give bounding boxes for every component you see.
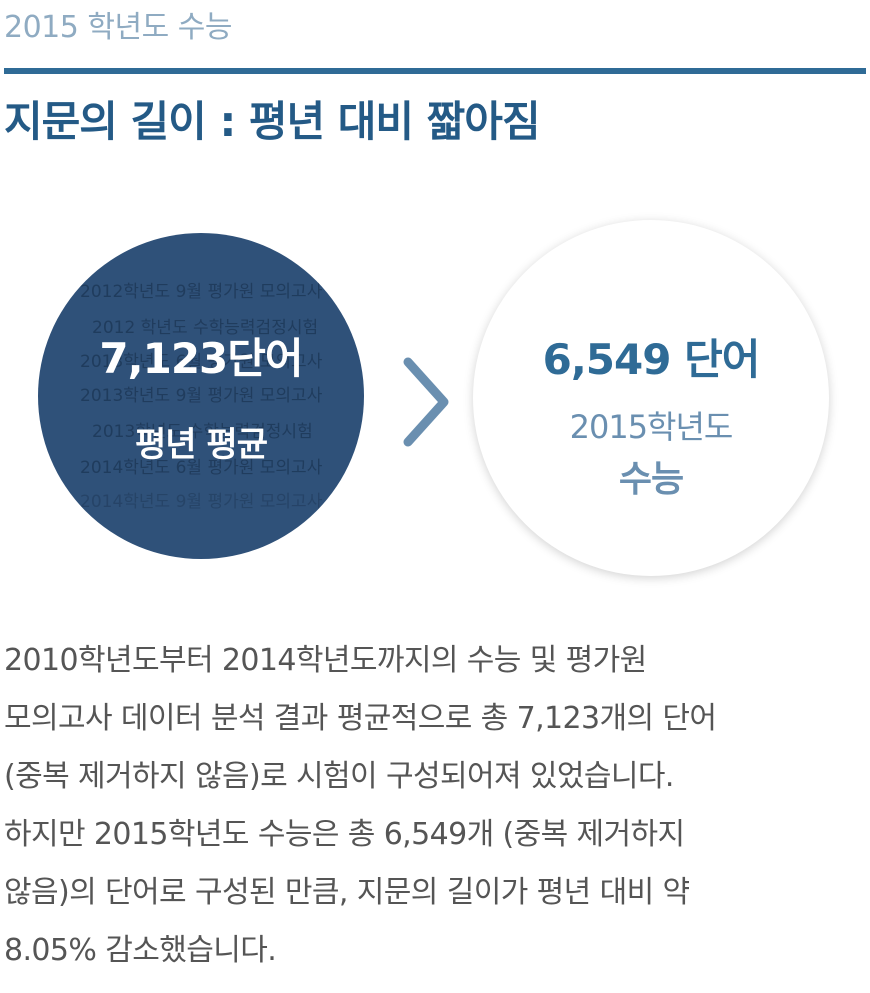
description-paragraph: 2010학년도부터 2014학년도까지의 수능 및 평가원 모의고사 데이터 분… <box>4 632 864 980</box>
background-line: 2014학년도 9월 평가원 모의고사 <box>80 492 323 512</box>
page-title: 지문의 길이 : 평년 대비 짧아짐 <box>4 97 541 146</box>
background-line: 2012학년도 9월 평가원 모의고사 <box>80 282 323 302</box>
suneung-word-count: 6,549 단어 <box>542 335 761 384</box>
background-line: 2013학년도 9월 평가원 모의고사 <box>80 386 323 406</box>
chevron-right-icon <box>403 357 449 447</box>
suneung-year: 2015학년도 <box>569 408 734 446</box>
average-circle: 2012학년도 9월 평가원 모의고사 2012 학년도 수학능력검정시험 20… <box>38 233 364 559</box>
description-line: (중복 제거하지 않음)로 시험이 구성되어져 있었습니다. <box>4 759 674 794</box>
background-line: 2012 학년도 수학능력검정시험 <box>92 318 319 338</box>
suneung-2015-circle: 6,549 단어 2015학년도 수능 <box>473 220 829 576</box>
page-kicker: 2015 학년도 수능 <box>4 10 232 45</box>
description-line: 8.05% 감소했습니다. <box>4 933 277 968</box>
suneung-label: 수능 <box>618 459 684 500</box>
description-line: 모의고사 데이터 분석 결과 평균적으로 총 7,123개의 단어 <box>4 701 717 736</box>
background-line: 2013학년도 수학능력검정시험 <box>92 422 313 442</box>
average-label: 평년 평균 <box>135 425 268 465</box>
description-line: 않음)의 단어로 구성된 만큼, 지문의 길이가 평년 대비 약 <box>4 875 690 910</box>
background-exam-list: 2012학년도 9월 평가원 모의고사 2012 학년도 수학능력검정시험 20… <box>38 233 364 559</box>
description-line: 2010학년도부터 2014학년도까지의 수능 및 평가원 <box>4 643 647 678</box>
average-word-count: 7,123단어 <box>99 334 303 383</box>
background-line: 2014학년도 6월 평가원 모의고사 <box>80 458 323 478</box>
header-divider <box>4 68 866 74</box>
background-line: 2013학년도 6월 평가원 모의고사 <box>80 352 323 372</box>
description-line: 하지만 2015학년도 수능은 총 6,549개 (중복 제거하지 <box>4 817 685 852</box>
